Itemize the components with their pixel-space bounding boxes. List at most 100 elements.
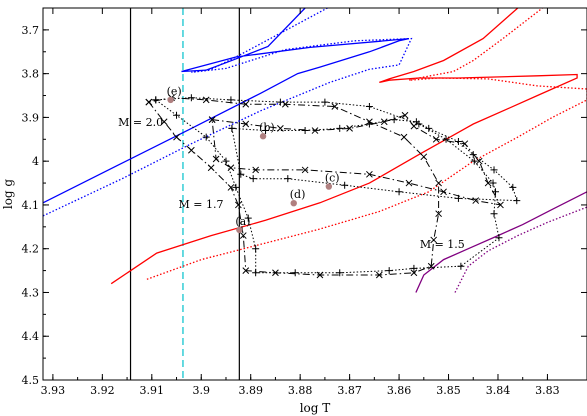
series-6-point-17 [420,153,428,161]
series-8-point-9 [461,140,469,148]
series-7-point-11 [410,264,418,272]
series-6-point-12 [410,269,418,277]
series-7-point-17 [470,157,478,165]
series-line-5 [454,206,587,293]
series-9-point-8 [454,137,462,145]
axes: 3.93 3.92 3.91 3.9 3.89 3.88 3.87 3.86 3.85 3.84 3… [22,7,587,397]
series-9-point-11 [509,183,517,191]
series-8-point-5 [380,118,388,126]
star-point-2 [325,183,333,190]
x-tick-label-5: 3.88 [288,384,313,397]
series-6-point-22 [242,100,250,108]
series-9-point-13 [454,194,462,202]
x-tick-label-7: 3.86 [387,384,412,397]
y-axis-title: log g [1,179,15,210]
series-9-point-1 [262,127,270,135]
marker-layer [145,94,521,279]
series-9-point-4 [365,120,373,128]
series-line-0 [43,8,410,204]
series-7-point-3 [222,157,230,165]
series-9-point-10 [490,166,498,174]
series-6-point-13 [427,262,435,270]
series-line-8 [211,114,502,206]
y-tick-label-3: 4 [32,155,39,168]
plot-frame [42,7,587,381]
series-8-point-6 [401,111,409,119]
series-9-point-12 [513,197,521,205]
plot-background [43,8,587,380]
series-7-point-13 [495,234,503,242]
x-tick-label-1: 3.92 [90,384,115,397]
series-8-point-14 [440,188,447,196]
star-label-4: (a) [235,215,250,228]
star-point-1 [259,133,267,140]
series-6-point-16 [435,179,442,187]
mass-label-0: M = 2.0 [118,116,163,129]
series-9-point-17 [249,175,257,183]
series-7-point-18 [442,135,450,143]
y-tick-label-5: 4.2 [22,243,40,256]
series-7-point-21 [321,98,329,106]
series-7-point-14 [490,210,498,218]
series-7-point-1 [173,111,181,119]
series-7-point-22 [276,98,284,106]
y-tick-label-7: 4.4 [22,330,40,343]
x-tick-label-0: 3.93 [41,384,66,397]
series-8-point-19 [227,164,235,172]
mass-label-2: M = 1.5 [420,238,465,251]
x-tick-label-4: 3.89 [238,384,263,397]
series-9-point-9 [469,151,477,159]
x-axis-title: log T [300,401,331,415]
series-8-point-18 [252,166,260,174]
plot-area [43,8,587,380]
series-9-point-3 [336,124,344,132]
series-8-point-12 [497,201,504,209]
series-line-4 [415,191,587,293]
series-9-point-5 [390,116,398,124]
series-7-point-20 [365,102,373,110]
series-9-point-15 [341,181,349,189]
series-7-point-4 [232,183,240,191]
series-6-point-14 [430,236,438,244]
y-tick-label-4: 4.1 [22,199,40,212]
series-7-point-7 [252,269,260,277]
y-tick-label-6: 4.3 [22,286,40,299]
series-line-2 [110,8,578,285]
series-8-point-2 [277,124,284,132]
series-6-point-2 [173,133,180,141]
series-7-point-10 [385,267,393,275]
series-7-point-24 [187,94,195,102]
series-9-point-2 [301,127,309,135]
x-tick-label-9: 3.84 [486,384,511,397]
series-7-point-9 [336,269,344,277]
x-tick-label-3: 3.9 [193,384,211,397]
series-7-point-12 [457,262,465,270]
series-6-point-10 [316,271,324,279]
series-9-point-7 [425,124,433,132]
series-6-point-4 [207,164,215,172]
series-7-point-23 [227,96,235,104]
series-8-point-13 [472,197,480,204]
series-6-point-7 [239,232,247,239]
series-8-point-17 [301,166,309,174]
series-6-point-15 [435,210,442,218]
series-line-9 [231,119,518,202]
series-7-point-25 [152,96,160,104]
series-7-point-8 [291,269,299,277]
x-tick-label-10: 3.83 [535,384,560,397]
series-8-point-4 [346,124,353,132]
series-9-point-18 [237,170,245,178]
star-label-3: (d) [290,188,306,201]
series-line-6 [148,97,440,276]
series-8-point-10 [475,157,483,165]
series-6-point-1 [160,118,168,126]
series-6-point-23 [202,96,210,104]
y-tick-label-8: 4.5 [22,374,40,387]
series-6-point-25 [145,98,153,106]
star-point-4 [236,226,243,234]
annotations: (e) (b) (c) (d) (a) M = 2.0 M = 1.7 M = 1.5 [118,85,465,251]
series-6-point-5 [227,184,235,191]
y-tick-label-1: 3.8 [22,68,40,81]
series-line-1 [43,8,413,217]
